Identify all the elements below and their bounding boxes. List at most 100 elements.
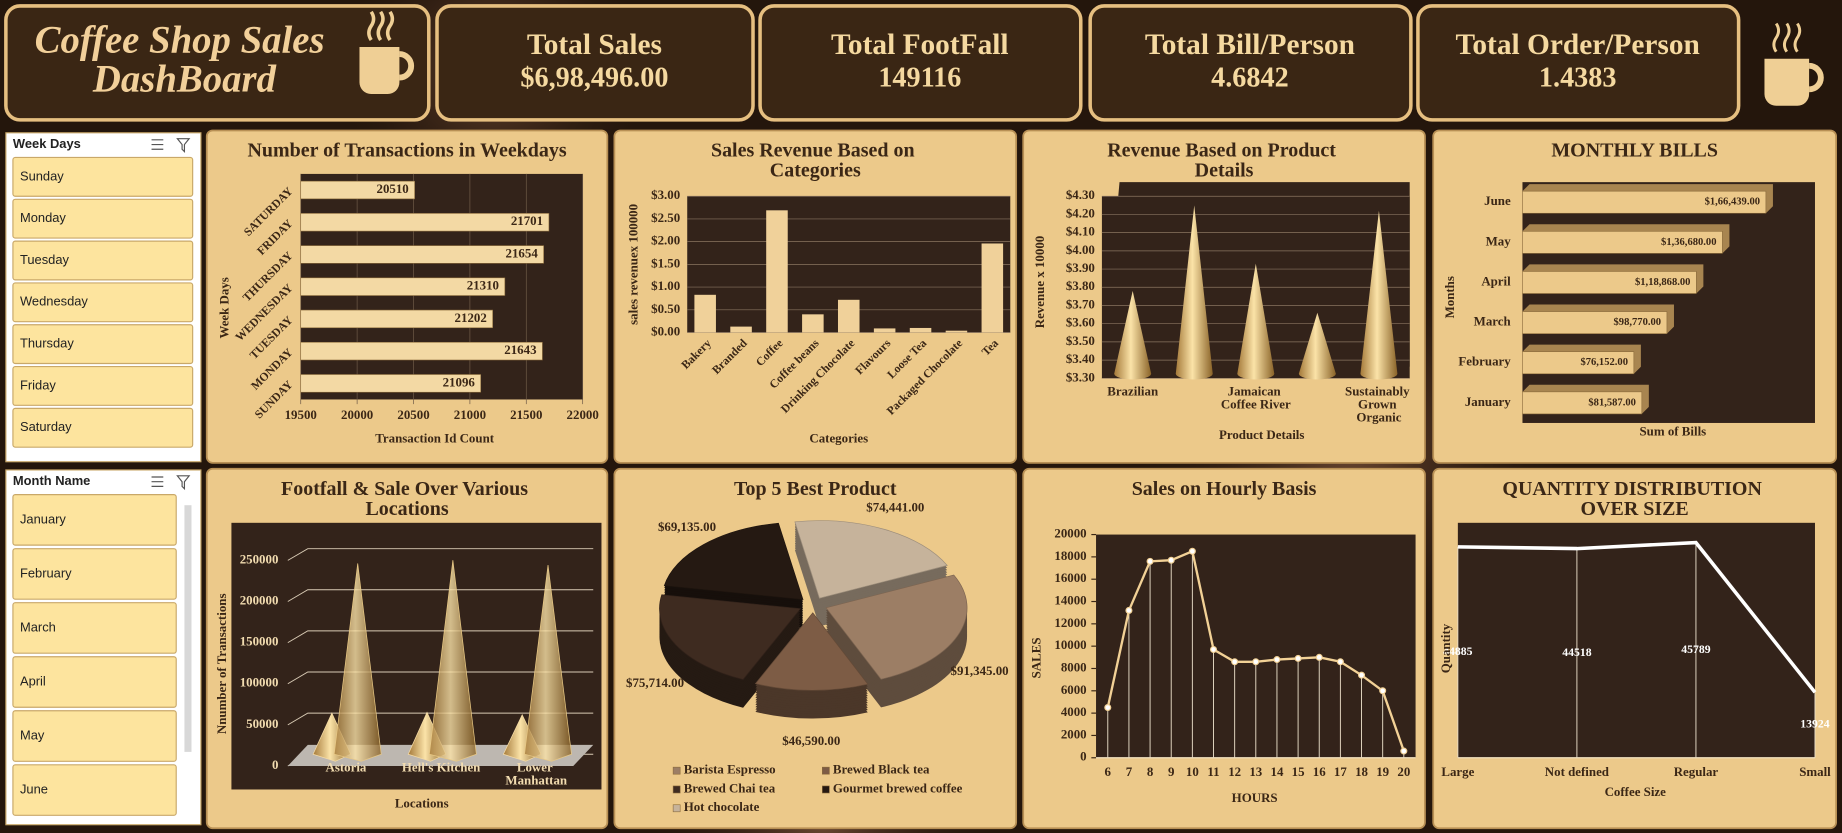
- y-tick-label: April: [1481, 273, 1511, 288]
- legend-label: Brewed Black tea: [833, 762, 930, 777]
- pie-slice: [754, 612, 869, 691]
- x-tick-label: Regular: [1674, 764, 1719, 779]
- y-tick-label: $2.00: [651, 233, 680, 248]
- y-tick-label: $3.80: [1066, 278, 1095, 293]
- slicer-item-label: May: [20, 727, 45, 742]
- y-tick-label: 0: [1080, 749, 1086, 764]
- y-tick-label: 12000: [1054, 615, 1086, 630]
- data-label: $81,587.00: [1588, 397, 1636, 408]
- grid-line: [287, 589, 594, 602]
- y-tick-label: $1.00: [651, 278, 680, 293]
- grid-line: [287, 548, 594, 561]
- legend-label: Barista Espresso: [684, 762, 776, 777]
- cone: [1114, 290, 1152, 380]
- x-tick-label: Hell's Kitchen: [402, 759, 481, 774]
- x-tick-label: 15: [1292, 764, 1305, 779]
- x-tick-label: Astoria: [326, 759, 367, 774]
- y-tick-label: $3.00: [651, 187, 680, 202]
- line-marker: [1125, 606, 1133, 614]
- x-axis-title: Locations: [395, 796, 449, 811]
- kpi-box: [435, 4, 755, 122]
- chart-title: Number of Transactions in Weekdays: [247, 139, 566, 161]
- x-tick-label: Large: [1441, 764, 1474, 779]
- x-tick-label: 13: [1249, 764, 1262, 779]
- y-tick-label: $4.20: [1066, 205, 1095, 220]
- bar: [1522, 231, 1723, 254]
- x-tick-label: Brazilian: [1107, 383, 1158, 398]
- slicer-item-label: June: [20, 781, 48, 796]
- bar-side: [1522, 184, 1773, 214]
- slicer-item: [12, 407, 194, 448]
- slicer-item: [12, 494, 177, 546]
- y-axis-title: Nnumber of Transactions: [214, 594, 229, 735]
- data-label: 21202: [455, 310, 487, 325]
- slicer-item: [12, 240, 194, 281]
- x-tick-label: 20500: [397, 407, 429, 422]
- bar: [300, 180, 415, 200]
- line-marker: [1188, 547, 1196, 555]
- slicer-item-label: March: [20, 619, 56, 634]
- y-tick-label: January: [1465, 394, 1511, 409]
- dashboard-title: Coffee Shop Sales DashBoard: [35, 18, 335, 100]
- legend-label: Gourmet brewed coffee: [833, 780, 963, 795]
- kpi-box: [1088, 4, 1413, 122]
- bar: [981, 243, 1004, 333]
- line-marker: [1231, 658, 1239, 666]
- slicer-item: [12, 764, 177, 816]
- x-tick-label: Jamaican Coffee River: [1221, 383, 1291, 411]
- line-marker: [1104, 704, 1112, 712]
- bar: [300, 374, 482, 393]
- slicer-title: Week Days: [13, 136, 81, 151]
- slicer-item-label: Friday: [20, 377, 56, 392]
- data-label: 21654: [506, 245, 539, 260]
- y-tick-label: $3.50: [1066, 333, 1095, 348]
- legend-marker: [672, 804, 681, 813]
- bar: [1522, 190, 1767, 214]
- y-tick-label: 14000: [1054, 592, 1086, 607]
- data-label: 13924: [1800, 718, 1829, 731]
- kpi-label: Total Order/Person: [1455, 29, 1699, 61]
- line-marker: [1294, 654, 1302, 662]
- slicer-item-label: Monday: [20, 210, 66, 225]
- x-tick-label: 19500: [285, 407, 317, 422]
- y-tick-label: $0.50: [651, 301, 680, 316]
- bar: [694, 294, 716, 333]
- x-tick-label: 18: [1355, 764, 1368, 779]
- data-label: 21310: [467, 278, 499, 293]
- x-tick-label: 12: [1228, 764, 1241, 779]
- data-label: 45789: [1681, 643, 1710, 656]
- x-axis-title: Coffee Size: [1605, 784, 1667, 799]
- data-label: 21643: [504, 342, 537, 357]
- cone: [1175, 205, 1213, 380]
- x-tick-label: Sustainably Grown Organic: [1345, 383, 1413, 424]
- x-tick-label: 9: [1168, 764, 1174, 779]
- data-label: 20510: [376, 181, 408, 196]
- y-axis-title: Quantity: [1438, 623, 1453, 673]
- y-tick-label: $3.30: [1066, 369, 1095, 384]
- plot-area: [1522, 182, 1815, 423]
- slicer-multiselect-icon: [151, 139, 164, 150]
- y-tick-label: 50000: [246, 716, 278, 731]
- x-tick-label: 8: [1147, 764, 1154, 779]
- bar: [300, 245, 544, 264]
- y-tick-label: 4000: [1061, 704, 1087, 719]
- data-label: $98,770.00: [1614, 317, 1662, 328]
- line-marker: [1358, 671, 1366, 679]
- line-marker: [1336, 658, 1344, 666]
- slicer-item-label: Wednesday: [20, 294, 88, 309]
- x-tick-label: Not defined: [1545, 764, 1610, 779]
- y-axis-title: Months: [1442, 276, 1457, 318]
- title-box: [4, 4, 431, 122]
- chart-title: Footfall & Sale Over Various Locations: [281, 477, 533, 519]
- x-tick-label: 20: [1397, 764, 1410, 779]
- slicer-clear-icon: [176, 475, 191, 491]
- x-tick-label: 20000: [341, 407, 373, 422]
- slicer-item: [12, 656, 177, 708]
- y-tick-label: 6000: [1061, 682, 1087, 697]
- legend-marker: [672, 766, 681, 775]
- slicer-item-label: Sunday: [20, 168, 64, 183]
- line: [1457, 540, 1817, 694]
- slicer-item-label: April: [20, 673, 46, 688]
- legend-label: Brewed Chai tea: [684, 780, 776, 795]
- y-tick-label: $3.70: [1066, 296, 1095, 311]
